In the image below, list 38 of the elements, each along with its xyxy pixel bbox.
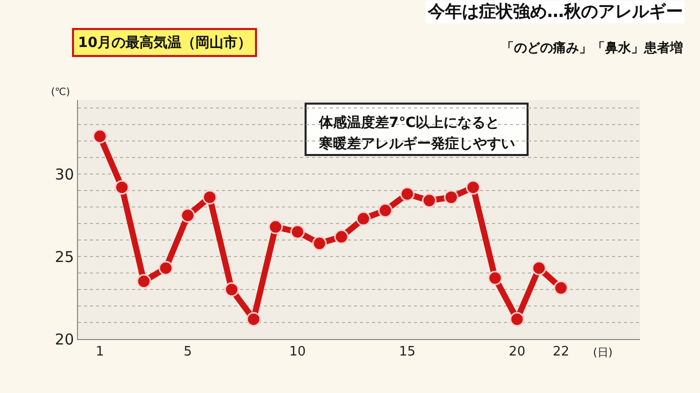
point [422, 193, 436, 208]
x-tick-label: 15 [399, 344, 416, 360]
point [554, 280, 568, 296]
point [268, 220, 283, 234]
point [158, 260, 174, 276]
point [532, 260, 546, 276]
x-tick-label: 5 [184, 344, 192, 360]
point [290, 224, 305, 240]
y-tick-label: 25 [54, 248, 74, 266]
point [378, 203, 393, 218]
chart-title: 今年は症状強め…秋のアレルギー [427, 2, 683, 22]
x-tick-label: 1 [96, 344, 104, 360]
point [312, 236, 327, 251]
point [202, 190, 217, 204]
point [510, 312, 524, 326]
x-tick-label: 22 [552, 344, 570, 360]
point [356, 211, 371, 226]
annotation: 体感温度差7℃以上になると [318, 114, 500, 131]
point [114, 180, 130, 195]
x-tick-label: 20 [508, 344, 526, 360]
point [246, 312, 261, 326]
y-tick-label: 30 [54, 165, 74, 184]
point [224, 282, 239, 297]
text: 10月の最高気温（岡山市） [78, 34, 252, 51]
point [136, 274, 152, 289]
annotation: 寒暖差アレルギー発症しやすい [318, 135, 515, 152]
point [466, 180, 480, 195]
chart-subtitle: 「のどの痛み」「鼻水」患者増 [501, 40, 683, 56]
point [180, 208, 196, 223]
point [444, 190, 458, 204]
point [334, 230, 349, 244]
x-axis-title: (日) [593, 346, 613, 359]
x-tick-label: 10 [289, 344, 306, 360]
point [400, 186, 415, 202]
point [92, 129, 108, 144]
point [488, 270, 502, 286]
y-axis-title: (℃) [51, 87, 70, 98]
y-tick-label: 20 [54, 330, 74, 348]
